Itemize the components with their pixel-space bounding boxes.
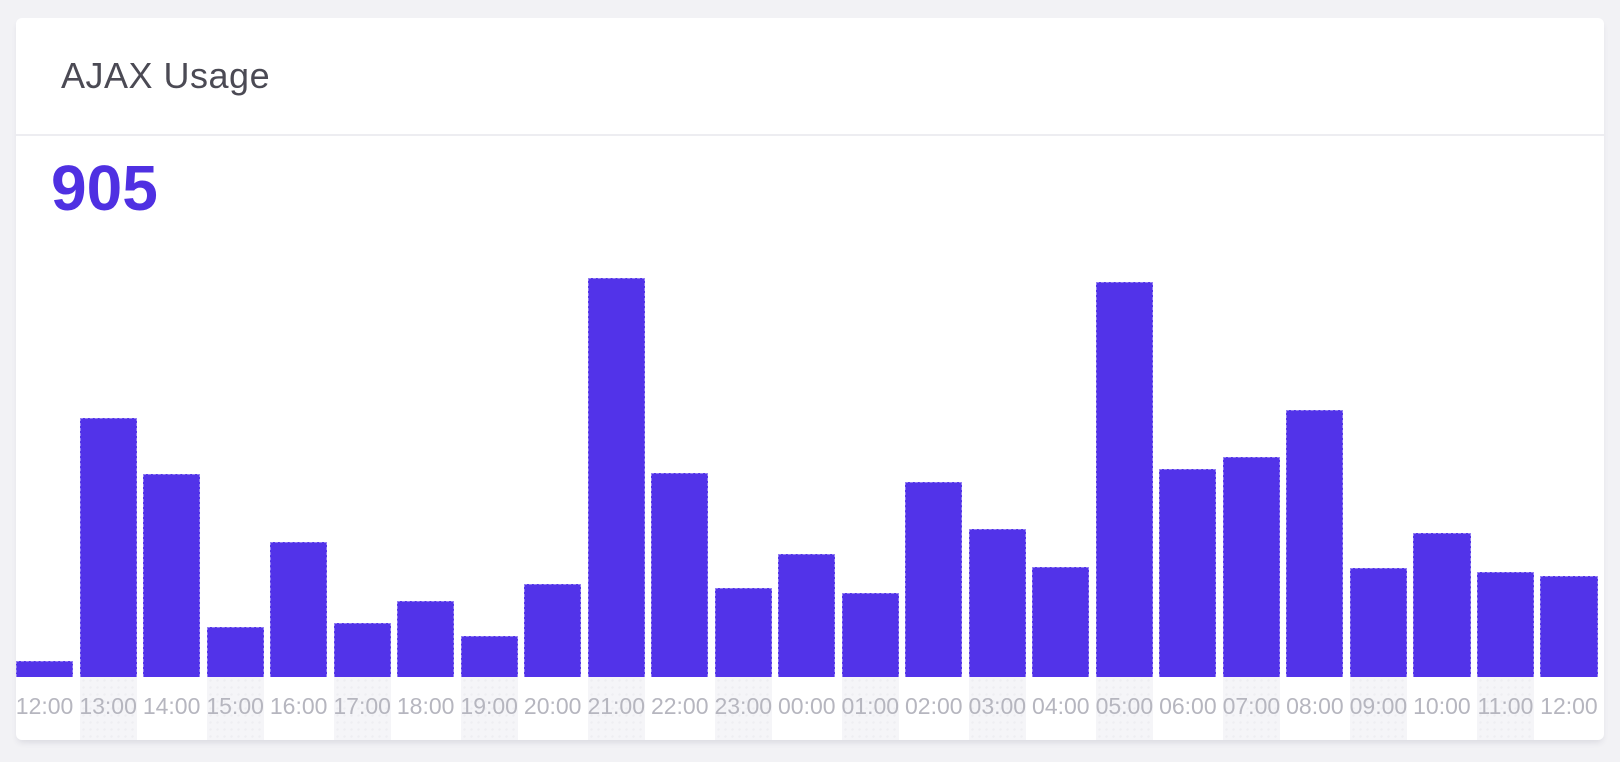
- chart-column: 05:00: [1096, 200, 1160, 740]
- chart-column: 22:00: [651, 200, 715, 740]
- x-axis-label: 08:00: [1286, 693, 1344, 719]
- chart-bar[interactable]: [1413, 533, 1471, 677]
- chart-column: 01:00: [842, 200, 906, 740]
- column-stripe: [206, 677, 264, 740]
- chart-bar[interactable]: [143, 474, 201, 677]
- x-axis-label: 21:00: [587, 693, 645, 719]
- chart-column: 14:00: [143, 200, 207, 740]
- chart-bar[interactable]: [16, 661, 74, 677]
- x-axis-label: 00:00: [777, 693, 836, 719]
- x-axis-label: 13:00: [79, 693, 137, 719]
- x-axis-label: 19:00: [460, 693, 518, 719]
- chart-bar[interactable]: [841, 593, 899, 677]
- x-axis-label: 09:00: [1349, 693, 1408, 719]
- chart-column: 04:00: [1032, 200, 1096, 740]
- ajax-usage-card: AJAX Usage 905 12:00 13:00 14:00 15:00 1…: [16, 18, 1604, 740]
- x-axis-label: 15:00: [206, 693, 264, 719]
- chart-bar[interactable]: [206, 627, 264, 677]
- chart-bar[interactable]: [1032, 567, 1090, 677]
- chart-column: 11:00: [1476, 200, 1541, 740]
- column-stripe: [587, 677, 645, 740]
- chart-bar[interactable]: [1095, 282, 1153, 677]
- column-stripe: [333, 677, 391, 740]
- x-axis-label: 11:00: [1477, 693, 1534, 719]
- x-axis-label: 16:00: [269, 693, 328, 719]
- column-stripe: [1095, 677, 1153, 740]
- chart-bar[interactable]: [79, 418, 137, 677]
- x-axis-label: 02:00: [905, 693, 963, 719]
- chart-bar[interactable]: [968, 529, 1026, 677]
- chart-bar[interactable]: [651, 473, 709, 677]
- chart-bar[interactable]: [905, 482, 963, 677]
- chart-bar[interactable]: [714, 588, 772, 677]
- column-stripe: [841, 677, 899, 740]
- card-header: AJAX Usage: [16, 18, 1604, 136]
- chart-bar[interactable]: [587, 278, 645, 677]
- chart-bar[interactable]: [1222, 457, 1280, 677]
- chart-bar[interactable]: [333, 623, 391, 677]
- x-axis-label: 03:00: [968, 693, 1027, 719]
- chart-column: 10:00: [1413, 200, 1477, 740]
- x-axis-label: 18:00: [396, 693, 455, 719]
- chart-bar[interactable]: [524, 584, 582, 677]
- chart-bar[interactable]: [1286, 410, 1344, 677]
- x-axis-label: 20:00: [523, 693, 582, 719]
- chart-column: 21:00: [587, 200, 652, 740]
- usage-total-stat: 905: [51, 152, 158, 224]
- column-stripe: [79, 677, 137, 740]
- chart-column: 00:00: [778, 200, 842, 740]
- chart-column: 09:00: [1350, 200, 1414, 740]
- chart-column: 02:00: [905, 200, 969, 740]
- card-title: AJAX Usage: [61, 55, 271, 96]
- column-stripe: [714, 677, 772, 740]
- chart-column: 03:00: [969, 200, 1033, 740]
- column-stripe: [460, 677, 518, 740]
- chart-column: 20:00: [524, 200, 588, 740]
- x-axis-label: 17:00: [333, 693, 391, 719]
- column-stripe: [968, 677, 1026, 740]
- chart-column: 06:00: [1159, 200, 1223, 740]
- chart-bar[interactable]: [1476, 572, 1535, 677]
- chart-column: 12:00: [1540, 200, 1604, 740]
- chart-column: 16:00: [270, 200, 334, 740]
- x-axis-label: 07:00: [1222, 693, 1281, 719]
- column-stripe: [1476, 677, 1535, 740]
- card-body: 905 12:00 13:00 14:00 15:00 16:00 17:00 …: [16, 138, 1604, 740]
- x-axis-label: 23:00: [714, 693, 773, 719]
- chart-column: 12:00: [16, 200, 80, 740]
- ajax-usage-bar-chart: 12:00 13:00 14:00 15:00 16:00 17:00 18:0…: [16, 200, 1604, 740]
- x-axis-label: 04:00: [1032, 693, 1090, 719]
- chart-bar[interactable]: [1159, 469, 1217, 677]
- chart-bar[interactable]: [270, 542, 328, 677]
- chart-column: 07:00: [1223, 200, 1287, 740]
- chart-column: 08:00: [1286, 200, 1350, 740]
- x-axis-label: 01:00: [841, 693, 900, 719]
- chart-bar[interactable]: [1349, 568, 1407, 677]
- chart-column: 19:00: [460, 200, 525, 740]
- x-axis-label: 06:00: [1159, 693, 1217, 719]
- chart-column: 15:00: [206, 200, 271, 740]
- column-stripe: [1349, 677, 1407, 740]
- x-axis-label: 12:00: [16, 693, 74, 719]
- chart-column: 13:00: [79, 200, 144, 740]
- chart-bar[interactable]: [778, 554, 836, 677]
- column-stripe: [1222, 677, 1280, 740]
- chart-column: 18:00: [397, 200, 461, 740]
- x-axis-label: 12:00: [1540, 693, 1598, 719]
- chart-column: 23:00: [714, 200, 779, 740]
- x-axis-label: 10:00: [1413, 693, 1471, 719]
- chart-column: 17:00: [333, 200, 398, 740]
- x-axis-label: 05:00: [1095, 693, 1154, 719]
- x-axis-label: 22:00: [650, 693, 709, 719]
- chart-bar[interactable]: [1540, 576, 1598, 677]
- chart-bar[interactable]: [460, 636, 518, 677]
- x-axis-label: 14:00: [142, 693, 201, 719]
- chart-bar[interactable]: [397, 601, 455, 677]
